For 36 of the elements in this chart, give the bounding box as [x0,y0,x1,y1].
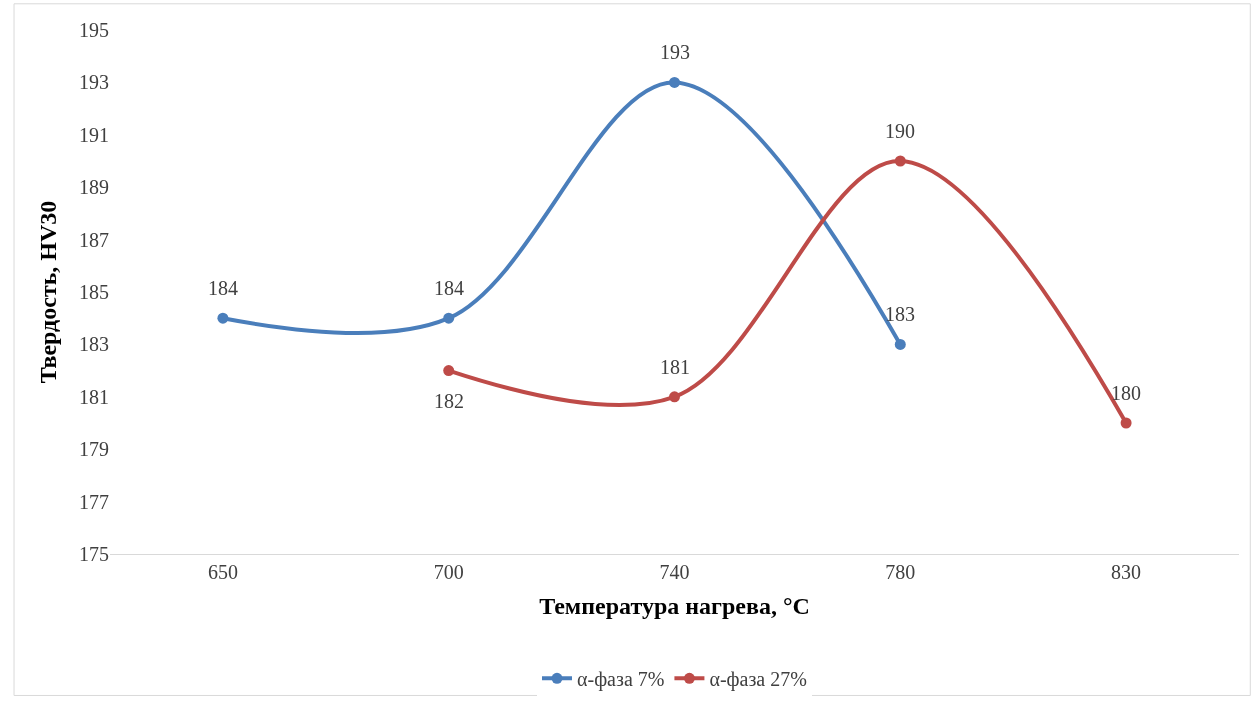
y-tick-label: 187 [79,228,109,251]
legend-label: α-фаза 27% [709,668,807,692]
x-tick-label: 830 [1111,561,1142,583]
point [894,338,906,350]
y-tick-label: 191 [79,123,109,146]
x-tick-label: 650 [207,561,238,583]
x-axis-title: Температура нагрева, °C [539,593,810,620]
point [443,365,455,377]
point [894,155,906,167]
data-label: 190 [885,120,915,142]
point [443,312,455,324]
point [1120,417,1132,429]
y-tick-label: 189 [79,176,109,199]
y-axis-title: Твердость, HV30 [35,200,62,384]
y-tick-label: 185 [79,281,109,303]
y-tick-label: 183 [79,333,109,356]
data-label: 181 [660,356,690,378]
data-label: 180 [1111,382,1141,404]
y-tick-label: 181 [79,385,109,408]
data-label: 183 [885,303,915,325]
data-label: 184 [434,277,464,299]
x-tick-label: 700 [433,561,464,583]
y-tick-label: 195 [79,19,109,41]
y-tick-label: 177 [79,490,109,513]
data-label: 184 [208,277,238,299]
data-label: 182 [434,390,464,412]
x-tick-label: 780 [885,561,916,583]
y-tick-label: 175 [79,543,109,565]
y-tick-label: 179 [79,438,109,461]
point [669,391,680,403]
point [217,312,229,324]
y-tick-label: 193 [79,71,109,94]
data-label: 193 [660,41,690,63]
x-tick-label: 740 [659,561,690,583]
point [669,76,680,88]
legend-label: α-фаза 7% [577,668,665,692]
